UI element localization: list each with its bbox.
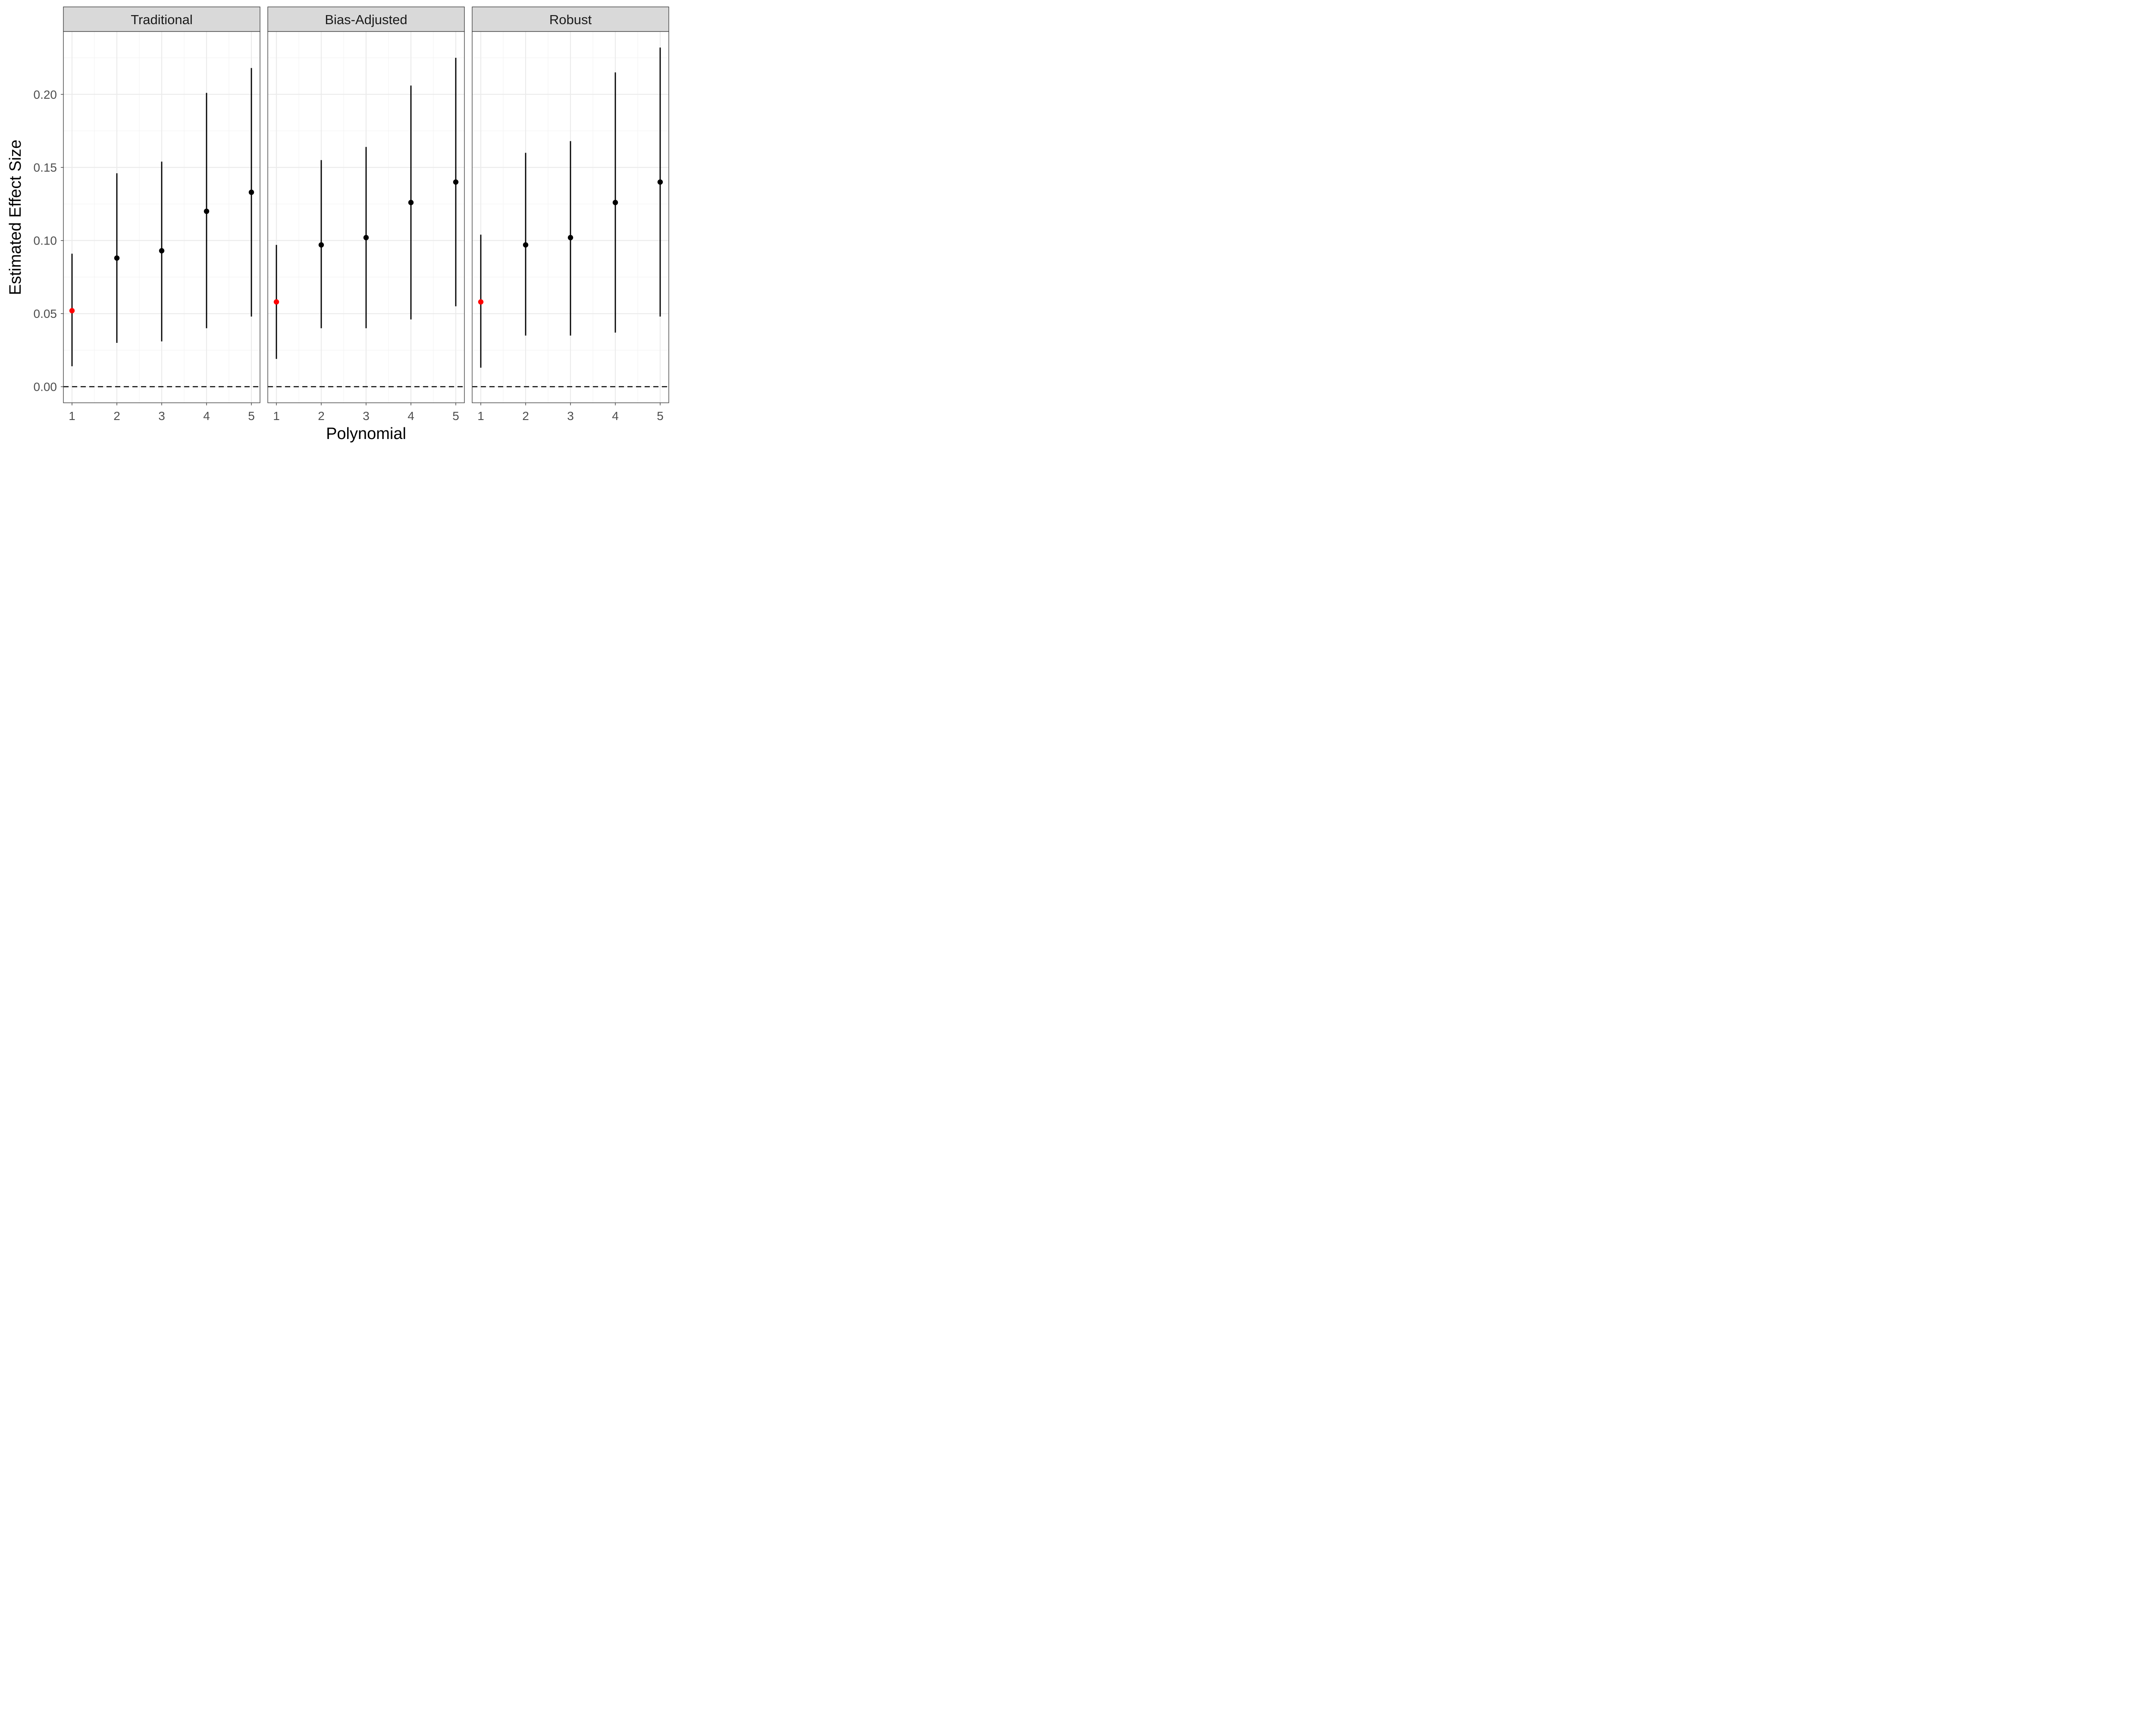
x-axis-title: Polynomial <box>326 425 406 443</box>
estimate-point <box>612 200 618 205</box>
estimate-point <box>408 200 414 205</box>
facet-strip <box>267 6 465 32</box>
x-tick-label: 5 <box>452 409 459 423</box>
estimate-point <box>657 179 663 185</box>
y-tick-label: 0.05 <box>34 307 57 320</box>
estimate-point <box>523 242 529 248</box>
x-tick-label: 3 <box>567 409 574 423</box>
highlighted-estimate-point <box>273 299 279 305</box>
panel-robust: Robust 1 2 3 4 5 <box>472 6 669 423</box>
estimate-point <box>567 235 573 241</box>
facet-strip <box>472 6 669 32</box>
x-tick-label: 3 <box>363 409 370 423</box>
panel-traditional: Traditional 1 2 3 4 5 <box>63 6 260 423</box>
y-axis-title: Estimated Effect Size <box>6 140 25 295</box>
x-tick-label: 2 <box>318 409 325 423</box>
facet-strip-label: Bias-Adjusted <box>325 12 407 27</box>
highlighted-estimate-point <box>478 299 484 305</box>
estimate-point <box>453 179 459 185</box>
x-tick-label: 3 <box>158 409 165 423</box>
faceted-effect-size-chart: 0.00 0.05 0.10 0.15 0.20 Traditional 1 2 3 4 5 Bia… <box>0 0 671 447</box>
facet-strip-label: Robust <box>549 12 592 27</box>
x-tick-label: 1 <box>477 409 484 423</box>
estimate-point <box>248 189 254 195</box>
x-tick-label: 2 <box>113 409 120 423</box>
x-tick-label: 1 <box>273 409 280 423</box>
x-tick-label: 5 <box>248 409 255 423</box>
facet-strip-label: Traditional <box>131 12 193 27</box>
x-tick-label: 2 <box>522 409 529 423</box>
y-tick-label: 0.15 <box>34 161 57 174</box>
estimate-point <box>204 208 210 214</box>
y-tick-label: 0.20 <box>34 88 57 101</box>
y-axis: 0.00 0.05 0.10 0.15 0.20 <box>34 88 63 394</box>
facet-strip <box>63 6 260 32</box>
x-tick-label: 1 <box>69 409 75 423</box>
x-tick-label: 4 <box>612 409 619 423</box>
estimate-point <box>363 235 369 241</box>
estimate-point <box>318 242 324 248</box>
x-tick-label: 4 <box>407 409 414 423</box>
highlighted-estimate-point <box>69 308 75 314</box>
estimate-point <box>114 255 120 261</box>
panel-bias-adjusted: Bias-Adjusted 1 2 3 4 5 <box>267 6 465 423</box>
y-tick-label: 0.10 <box>34 234 57 248</box>
y-tick-label: 0.00 <box>34 380 57 394</box>
x-tick-label: 5 <box>657 409 664 423</box>
estimate-point <box>159 248 165 254</box>
x-tick-label: 4 <box>203 409 210 423</box>
